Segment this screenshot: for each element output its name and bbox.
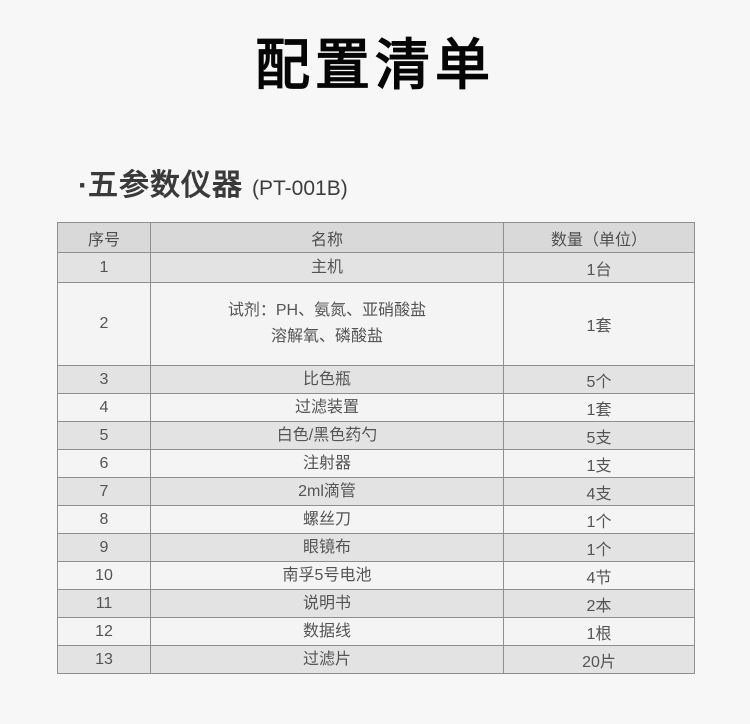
table-row: 4 过滤装置 1套 <box>57 393 695 422</box>
cell-item-name: 比色瓶 <box>150 365 504 394</box>
cell-serial-number: 13 <box>57 645 151 674</box>
cell-serial-number: 12 <box>57 617 151 646</box>
cell-serial-number: 6 <box>57 449 151 478</box>
cell-item-name: 南孚5号电池 <box>150 561 504 590</box>
cell-serial-number: 1 <box>57 252 151 283</box>
cell-quantity: 2本 <box>503 589 695 618</box>
table-row: 12 数据线 1根 <box>57 617 695 646</box>
cell-quantity: 1套 <box>503 393 695 422</box>
cell-serial-number: 4 <box>57 393 151 422</box>
cell-serial-number: 5 <box>57 421 151 450</box>
section-bullet: · <box>78 169 88 202</box>
section-title: 五参数仪器 <box>88 169 243 202</box>
table-row: 8 螺丝刀 1个 <box>57 505 695 534</box>
cell-item-name: 白色/黑色药勺 <box>150 421 504 450</box>
table-row: 2 试剂：PH、氨氮、亚硝酸盐 溶解氧、磷酸盐 1套 <box>57 282 695 366</box>
cell-item-name: 2ml滴管 <box>150 477 504 506</box>
cell-item-name: 数据线 <box>150 617 504 646</box>
table-row: 5 白色/黑色药勺 5支 <box>57 421 695 450</box>
cell-quantity: 20片 <box>503 645 695 674</box>
cell-quantity: 1套 <box>503 282 695 366</box>
config-table: 序号 名称 数量（单位） 1 主机 1台 2 试剂：PH、氨氮、亚硝酸盐 溶解氧、磷酸盐… <box>57 222 695 674</box>
table-row: 6 注射器 1支 <box>57 449 695 478</box>
cell-serial-number: 11 <box>57 589 151 618</box>
cell-quantity: 1个 <box>503 533 695 562</box>
header-quantity-unit: 数量（单位） <box>503 222 695 253</box>
table-row: 11 说明书 2本 <box>57 589 695 618</box>
cell-quantity: 4支 <box>503 477 695 506</box>
cell-item-name: 眼镜布 <box>150 533 504 562</box>
cell-serial-number: 10 <box>57 561 151 590</box>
cell-item-name: 主机 <box>150 252 504 283</box>
page-title: 配置清单 <box>254 34 495 96</box>
table-row: 10 南孚5号电池 4节 <box>57 561 695 590</box>
section-heading: ·五参数仪器 (PT-001B) <box>78 160 348 204</box>
cell-quantity: 1支 <box>503 449 695 478</box>
header-serial-number: 序号 <box>57 222 151 253</box>
cell-serial-number: 9 <box>57 533 151 562</box>
cell-quantity: 4节 <box>503 561 695 590</box>
cell-serial-number: 3 <box>57 365 151 394</box>
cell-item-name: 螺丝刀 <box>150 505 504 534</box>
cell-quantity: 5支 <box>503 421 695 450</box>
table-row: 3 比色瓶 5个 <box>57 365 695 394</box>
cell-quantity: 5个 <box>503 365 695 394</box>
cell-quantity: 1个 <box>503 505 695 534</box>
section-model-number: (PT-001B) <box>252 177 348 200</box>
cell-serial-number: 2 <box>57 282 151 366</box>
cell-serial-number: 8 <box>57 505 151 534</box>
cell-quantity: 1台 <box>503 252 695 283</box>
cell-serial-number: 7 <box>57 477 151 506</box>
cell-item-name: 注射器 <box>150 449 504 478</box>
table-header-row: 序号 名称 数量（单位） <box>57 222 695 253</box>
cell-item-name: 说明书 <box>150 589 504 618</box>
table-row: 7 2ml滴管 4支 <box>57 477 695 506</box>
table-row: 13 过滤片 20片 <box>57 645 695 674</box>
cell-item-name: 过滤装置 <box>150 393 504 422</box>
cell-item-name: 过滤片 <box>150 645 504 674</box>
cell-item-name: 试剂：PH、氨氮、亚硝酸盐 溶解氧、磷酸盐 <box>150 282 504 366</box>
table-row: 1 主机 1台 <box>57 252 695 283</box>
header-item-name: 名称 <box>150 222 504 253</box>
cell-quantity: 1根 <box>503 617 695 646</box>
table-row: 9 眼镜布 1个 <box>57 533 695 562</box>
